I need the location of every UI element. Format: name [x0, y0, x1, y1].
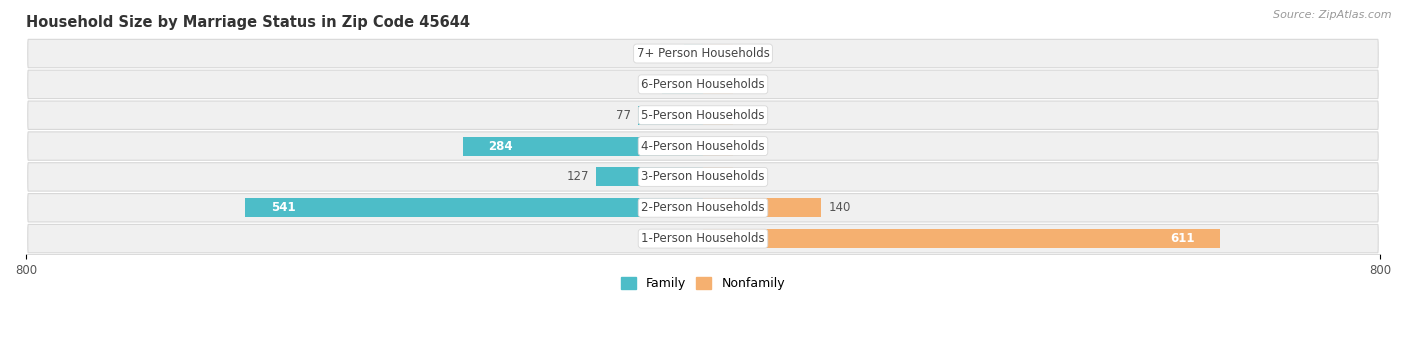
FancyBboxPatch shape	[28, 224, 1378, 253]
Bar	[703, 44, 733, 63]
Bar	[245, 198, 703, 217]
Bar	[596, 167, 703, 187]
Text: 0: 0	[740, 139, 747, 152]
Text: 611: 611	[1170, 232, 1195, 245]
FancyBboxPatch shape	[28, 70, 1378, 99]
Bar	[463, 136, 703, 155]
Text: Source: ZipAtlas.com: Source: ZipAtlas.com	[1274, 10, 1392, 20]
Text: 541: 541	[270, 201, 295, 214]
Bar	[703, 136, 733, 155]
Text: 5-Person Households: 5-Person Households	[641, 109, 765, 122]
Bar	[638, 106, 703, 125]
FancyBboxPatch shape	[28, 163, 1378, 191]
Bar	[662, 75, 703, 94]
Text: 0: 0	[740, 47, 747, 60]
Legend: Family, Nonfamily: Family, Nonfamily	[616, 272, 790, 295]
Text: 1-Person Households: 1-Person Households	[641, 232, 765, 245]
Text: 22: 22	[662, 47, 678, 60]
Bar	[703, 167, 733, 187]
FancyBboxPatch shape	[28, 39, 1378, 68]
Text: Household Size by Marriage Status in Zip Code 45644: Household Size by Marriage Status in Zip…	[27, 15, 470, 30]
Bar	[703, 75, 733, 94]
Bar	[703, 229, 1220, 248]
Text: 284: 284	[488, 139, 513, 152]
Text: 6-Person Households: 6-Person Households	[641, 78, 765, 91]
FancyBboxPatch shape	[28, 194, 1378, 222]
Text: 48: 48	[641, 78, 655, 91]
FancyBboxPatch shape	[28, 101, 1378, 130]
Text: 127: 127	[567, 170, 589, 183]
Text: 4-Person Households: 4-Person Households	[641, 139, 765, 152]
Text: 7+ Person Households: 7+ Person Households	[637, 47, 769, 60]
Bar	[703, 198, 821, 217]
Text: 0: 0	[740, 170, 747, 183]
Bar	[703, 106, 733, 125]
Bar	[685, 44, 703, 63]
Text: 77: 77	[616, 109, 631, 122]
Text: 0: 0	[740, 109, 747, 122]
FancyBboxPatch shape	[28, 132, 1378, 160]
Text: 0: 0	[740, 78, 747, 91]
Text: 3-Person Households: 3-Person Households	[641, 170, 765, 183]
Text: 2-Person Households: 2-Person Households	[641, 201, 765, 214]
Text: 140: 140	[828, 201, 851, 214]
